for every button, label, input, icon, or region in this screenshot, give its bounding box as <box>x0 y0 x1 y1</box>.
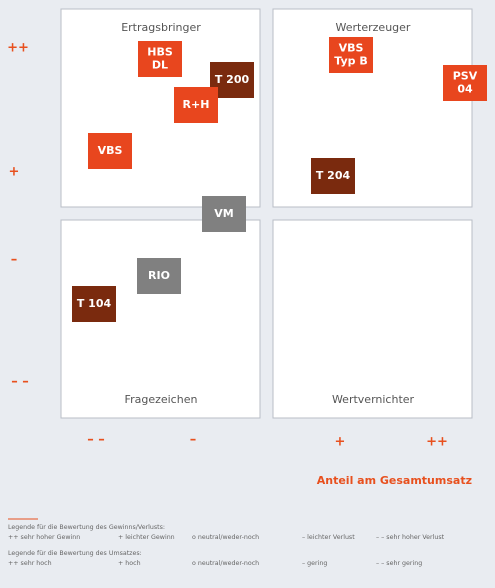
item-box <box>137 258 181 294</box>
legend-entry: – – sehr gering <box>376 560 422 567</box>
legend-entry: ++ sehr hoher Gewinn <box>8 534 80 541</box>
portfolio-item: RIO <box>137 258 181 294</box>
item-box <box>72 286 116 322</box>
quadrant <box>272 219 473 419</box>
item-box <box>311 158 355 194</box>
legend-entry: – – sehr hoher Verlust <box>376 534 445 541</box>
item-box <box>443 65 487 101</box>
portfolio-item: T 104 <box>72 286 116 322</box>
legend-entry: – leichter Verlust <box>302 534 355 541</box>
item-label: R+H <box>183 98 210 111</box>
item-label: T 204 <box>316 169 351 182</box>
item-box <box>329 37 373 73</box>
legend-entry: + hoch <box>118 560 141 567</box>
portfolio-item: T 204 <box>311 158 355 194</box>
item-label: VBS <box>98 144 123 157</box>
item-label: VM <box>214 207 233 220</box>
y-axis-label: – – <box>11 375 29 390</box>
portfolio-item: R+H <box>174 87 218 123</box>
item-label: VBS <box>339 42 364 55</box>
item-box <box>88 133 132 169</box>
legend-title: Legende für die Bewertung des Umsatzes: <box>8 550 142 557</box>
x-axis-title: Anteil am Gesamtumsatz <box>317 474 472 487</box>
y-axis-label: ++ <box>7 41 29 56</box>
y-axis-label: – <box>11 253 18 268</box>
y-axis-label: + <box>9 165 20 180</box>
portfolio-item: VBS <box>88 133 132 169</box>
legend-entry: o neutral/weder-noch <box>192 560 259 567</box>
item-box <box>174 87 218 123</box>
legend-title: Legende für die Bewertung des Gewinns/Ve… <box>8 524 165 531</box>
portfolio-item: VM <box>202 196 246 232</box>
item-label: T 200 <box>215 73 250 86</box>
item-label: 04 <box>457 83 473 96</box>
quadrant-title: Fragezeichen <box>125 393 198 406</box>
legend-entry: – gering <box>302 560 327 567</box>
x-axis-label: + <box>335 435 346 450</box>
item-label: T 104 <box>77 297 112 310</box>
item-box <box>202 196 246 232</box>
legend-entry: + leichter Gewinn <box>118 534 175 541</box>
x-axis-label: – <box>190 433 197 448</box>
legend-entry: ++ sehr hoch <box>8 560 52 567</box>
quadrant <box>60 8 261 208</box>
x-axis-label: ++ <box>426 435 448 450</box>
quadrant-title: Ertragsbringer <box>121 21 201 34</box>
item-label: DL <box>152 59 168 72</box>
quadrant-title: Wertvernichter <box>332 393 415 406</box>
item-label: Typ B <box>334 55 367 68</box>
item-box <box>138 41 182 77</box>
quadrant-title: Werterzeuger <box>336 21 411 34</box>
item-label: PSV <box>453 70 478 83</box>
item-label: HBS <box>147 46 173 59</box>
item-label: RIO <box>148 269 170 282</box>
legend-entry: o neutral/weder-noch <box>192 534 259 541</box>
x-axis-label: – – <box>87 433 105 448</box>
